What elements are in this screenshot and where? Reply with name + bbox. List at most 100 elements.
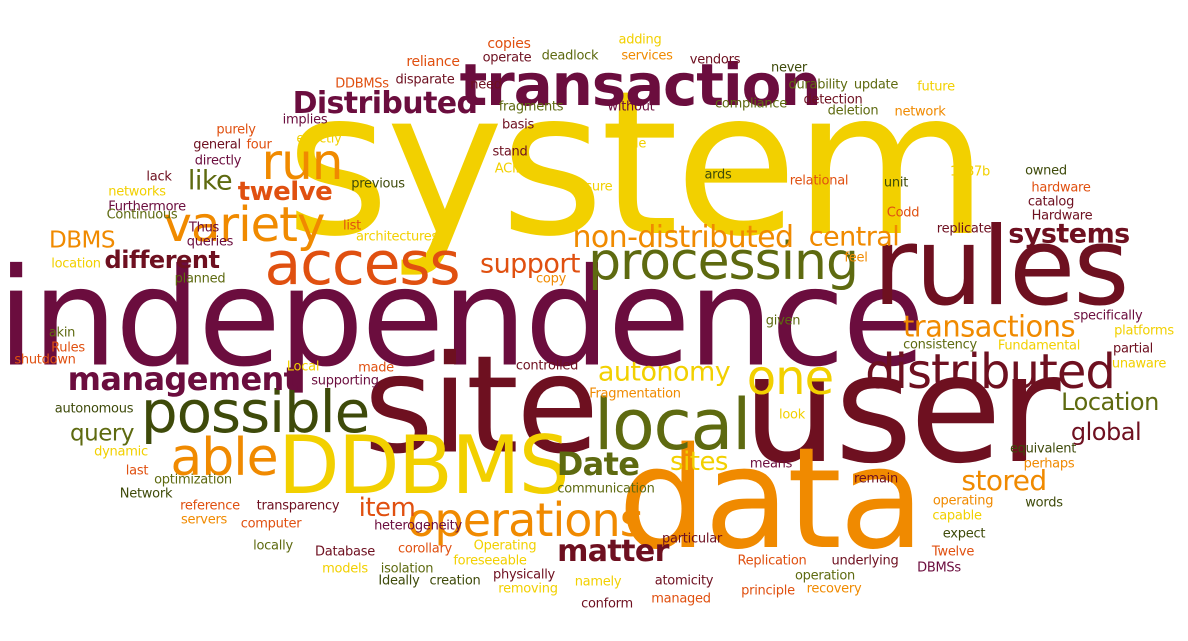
word-24: Date: [556, 445, 640, 483]
word-73: ensure: [569, 179, 613, 195]
word-65: stand: [492, 144, 528, 160]
word-32: Location: [1061, 388, 1159, 416]
word-87: Hardware: [1031, 208, 1093, 224]
word-72: ards: [704, 167, 732, 183]
word-105: controlled: [515, 358, 579, 374]
word-112: last: [125, 463, 149, 479]
word-142: creation: [429, 573, 481, 589]
word-19: management: [67, 360, 299, 398]
word-71: previous: [351, 176, 405, 192]
word-140: operation: [794, 568, 856, 584]
word-48: need: [470, 77, 502, 93]
word-31: like: [187, 165, 233, 197]
word-39: copies: [487, 36, 531, 52]
word-66: ACID: [494, 161, 526, 177]
word-77: owned: [1025, 163, 1067, 179]
word-144: atomicity: [654, 573, 714, 589]
word-149: conform: [581, 596, 633, 612]
word-113: optimization: [154, 472, 232, 488]
word-92: specifically: [1073, 308, 1143, 324]
word-34: query: [69, 420, 135, 447]
word-47: operate: [482, 50, 532, 66]
word-81: Thus: [188, 220, 220, 236]
word-60: exactly: [296, 131, 342, 147]
word-38: reliance: [406, 54, 460, 70]
word-147: removing: [498, 581, 558, 597]
word-42: services: [621, 48, 673, 64]
word-61: basis: [501, 117, 535, 133]
word-35: item: [358, 493, 416, 523]
word-96: shutdown: [14, 352, 76, 368]
word-117: communication: [557, 481, 655, 497]
word-12: able: [170, 428, 278, 488]
word-121: operating: [932, 493, 994, 509]
word-83: list: [342, 218, 362, 234]
word-124: computer: [240, 516, 302, 532]
word-54: compliance: [715, 96, 787, 112]
word-122: capable: [932, 508, 982, 524]
word-51: future: [917, 79, 955, 95]
word-22: systems: [1008, 218, 1130, 250]
word-93: platforms: [1114, 323, 1174, 339]
word-86: replicated: [936, 221, 1000, 237]
word-20: non-distributed: [572, 220, 795, 255]
word-91: feel: [844, 250, 868, 266]
word-126: expect: [942, 526, 986, 542]
word-3: data: [617, 418, 925, 581]
word-46: disparate: [395, 72, 455, 88]
word-45: DDBMSs: [335, 76, 389, 92]
word-57: network: [894, 104, 946, 120]
word-143: namely: [574, 574, 622, 590]
word-64: directly: [194, 153, 242, 169]
word-33: global: [1070, 418, 1142, 446]
word-78: hardware: [1031, 180, 1091, 196]
word-88: location: [51, 256, 101, 272]
word-128: Database: [315, 544, 375, 560]
word-62: general: [193, 137, 241, 153]
word-127: locally: [253, 538, 293, 554]
word-125: heterogeneity: [374, 518, 462, 534]
word-106: Fragmentation: [589, 386, 681, 402]
word-130: Operating: [473, 538, 537, 554]
word-110: equivalent: [1009, 441, 1077, 457]
word-141: Ideally: [378, 573, 420, 589]
word-85: Codd: [886, 205, 920, 221]
word-67: rule: [621, 136, 647, 152]
word-98: consistency: [903, 337, 977, 353]
word-104: supporting: [311, 373, 379, 389]
word-69: networks: [108, 184, 166, 200]
word-0: system: [285, 48, 988, 281]
word-116: Network: [119, 486, 173, 502]
word-114: means: [749, 456, 793, 472]
word-8: DDBMS: [278, 419, 570, 512]
word-5: rules: [872, 205, 1130, 330]
word-109: dynamic: [94, 444, 148, 460]
word-135: DBMSs: [917, 560, 961, 576]
word-29: different: [104, 246, 220, 274]
word-101: unaware: [1111, 356, 1167, 372]
word-2: user: [742, 323, 1060, 497]
word-107: autonomous: [54, 401, 134, 417]
word-90: copy: [535, 271, 567, 287]
word-76: 1987b: [949, 164, 991, 180]
word-13: distributed: [865, 344, 1116, 400]
word-103: made: [358, 360, 394, 376]
word-26: autonomy: [597, 356, 731, 388]
word-16: run: [261, 133, 344, 191]
word-118: reference: [180, 498, 240, 514]
word-43: vendors: [689, 52, 741, 68]
word-53: without: [607, 99, 655, 115]
word-145: principle: [741, 583, 795, 599]
word-59: implies: [282, 112, 328, 128]
word-36: sites: [670, 447, 728, 477]
word-11: processing: [588, 232, 859, 292]
word-25: matter: [557, 534, 669, 569]
word-94: akin: [48, 325, 76, 341]
word-40: deadlock: [541, 48, 599, 64]
word-55: detection: [803, 92, 863, 108]
word-95: Rules: [51, 340, 85, 356]
word-37: DBMS: [48, 227, 116, 254]
word-23: central: [808, 221, 900, 253]
word-134: underlying: [831, 553, 899, 569]
